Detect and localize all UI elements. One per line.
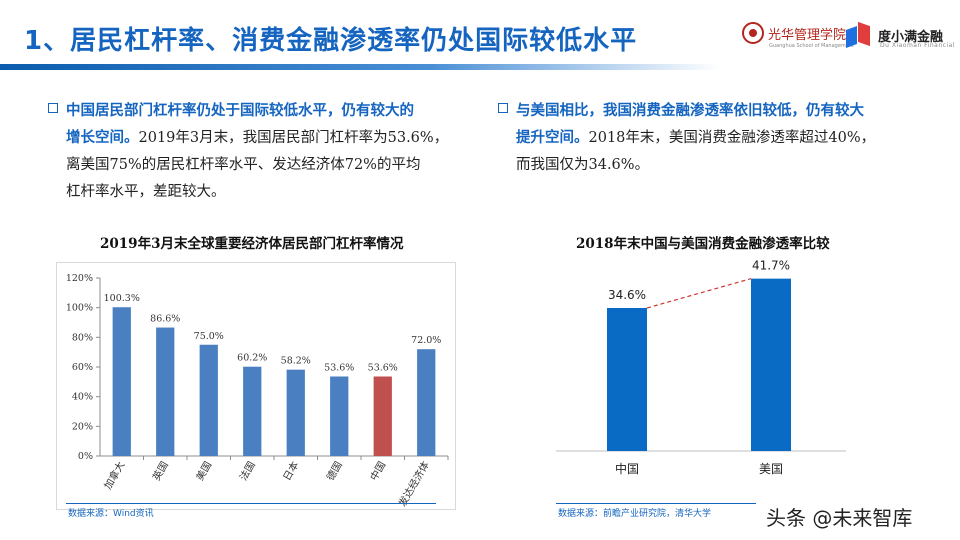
y-tick-label: 20%: [72, 421, 93, 432]
bar: [751, 278, 791, 451]
left-bullet-body-3: 离美国75%的居民杠杆率水平、发达经济体72%的平均: [66, 157, 421, 173]
left-chart-title: 2019年3月末全球重要经济体居民部门杠杆率情况: [100, 236, 404, 252]
left-bullet-highlight-1: 中国居民部门杠杆率仍处于国际较低水平，仍有较大的: [66, 103, 414, 119]
bar: [373, 376, 392, 456]
data-label: 53.6%: [324, 362, 354, 373]
bar: [607, 307, 647, 451]
data-label: 58.2%: [281, 356, 311, 367]
pku-guanghua-logo: 光华管理学院: [742, 22, 846, 44]
title-underline: [0, 64, 720, 70]
data-label: 72.0%: [411, 335, 441, 346]
watermark: 头条 @未来智库: [766, 506, 913, 530]
data-label: 86.6%: [150, 314, 180, 325]
right-bullet-highlight-2: 提升空间。: [516, 130, 589, 146]
x-tick-label: 英国: [150, 459, 171, 483]
y-tick-label: 0%: [78, 451, 93, 462]
y-tick-label: 40%: [72, 392, 93, 403]
x-tick-label: 中国: [367, 459, 388, 483]
left-bullet: 中国居民部门杠杆率仍处于国际较低水平，仍有较大的 增长空间。2019年3月末，我…: [48, 98, 478, 206]
trend-connector-line: [646, 278, 752, 309]
right-source-rule: [556, 503, 756, 504]
x-tick-label: 中国: [615, 461, 639, 476]
left-bullet-highlight-2: 增长空间。: [66, 130, 139, 146]
pku-seal-icon: [742, 22, 764, 44]
pku-logo-subtext: Guanghua School of Management: [769, 43, 854, 49]
data-label: 41.7%: [752, 259, 790, 273]
page-title: 1、居民杠杆率、消费金融渗透率仍处国际较低水平: [24, 26, 638, 56]
left-bullet-body-4: 杠杆率水平，差距较大。: [66, 184, 226, 200]
x-tick-label: 德国: [324, 459, 345, 483]
x-tick-label: 美国: [759, 462, 783, 476]
pku-logo-text: 光华管理学院: [768, 27, 847, 43]
bar: [243, 366, 262, 456]
bullet-square-icon: [48, 103, 58, 113]
x-tick-label: 日本: [280, 459, 301, 483]
right-bullet-body-2: 2018年末，美国消费金融渗透率超过40%，: [588, 130, 876, 146]
bullet-square-icon: [498, 103, 508, 113]
duxiaoman-logo-text: 度小满金融: [878, 29, 944, 45]
x-tick-label: 发达经济体: [396, 459, 432, 509]
duxiaoman-logo: 度小满金融: [846, 21, 944, 49]
x-tick-label: 法国: [237, 459, 258, 483]
data-label: 34.6%: [608, 288, 646, 302]
left-chart-source: 数据来源：Wind资讯: [68, 509, 154, 519]
data-label: 100.3%: [104, 293, 140, 304]
bar: [199, 344, 218, 456]
y-tick-label: 80%: [72, 332, 93, 343]
bar: [417, 349, 436, 456]
data-label: 60.2%: [237, 353, 267, 364]
duxiaoman-mark-icon: [846, 21, 872, 49]
leverage-bar-chart: 0% 20% 40% 60% 80% 100% 120% 100.3% 加拿大 86.6% 英国 75…: [56, 262, 456, 510]
data-label: 75.0%: [194, 331, 224, 342]
left-source-rule: [66, 503, 436, 504]
right-bullet-body-3: 而我国仅为34.6%。: [516, 157, 650, 173]
y-tick-label: 100%: [66, 303, 93, 314]
x-tick-label: 美国: [193, 459, 214, 483]
right-chart-source: 数据来源：前瞻产业研究院，清华大学: [558, 509, 712, 519]
right-bullet-highlight-1: 与美国相比，我国消费金融渗透率依旧较低，仍有较大: [516, 103, 864, 119]
bar: [286, 369, 305, 456]
duxiaoman-logo-subtext: Du Xiaoman Financial: [880, 42, 955, 49]
y-tick-label: 120%: [66, 273, 93, 284]
y-tick-label: 60%: [72, 362, 93, 373]
penetration-bar-chart: 34.6% 中国 41.7% 美国: [556, 259, 846, 476]
bar: [112, 307, 131, 456]
bar: [330, 376, 349, 456]
right-bullet: 与美国相比，我国消费金融渗透率依旧较低，仍有较大 提升空间。2018年末，美国消…: [498, 98, 938, 179]
chart-frame: [56, 262, 456, 510]
x-tick-label: 加拿大: [101, 459, 127, 491]
bar: [156, 327, 175, 456]
left-bullet-body-2: 2019年3月末，我国居民部门杠杆率为53.6%，: [138, 130, 449, 146]
right-chart-title: 2018年末中国与美国消费金融渗透率比较: [576, 236, 830, 252]
data-label: 53.6%: [368, 362, 398, 373]
